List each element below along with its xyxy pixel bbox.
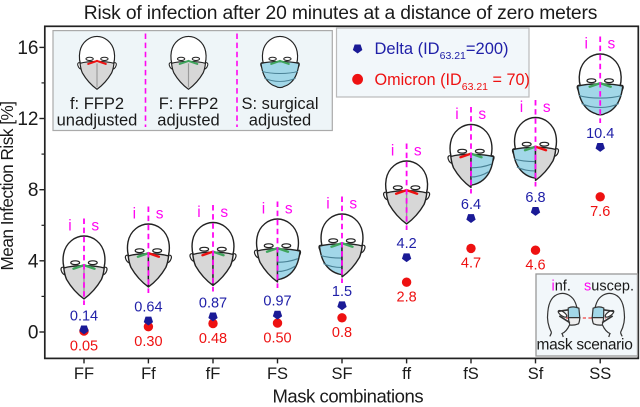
svg-text:adjusted: adjusted	[249, 112, 311, 130]
svg-text:4: 4	[28, 251, 39, 272]
svg-text:0.97: 0.97	[263, 294, 291, 310]
svg-text:s: s	[414, 143, 422, 160]
svg-text:s: s	[220, 204, 228, 221]
svg-text:unadjusted: unadjusted	[57, 112, 138, 130]
svg-text:0.48: 0.48	[199, 331, 227, 347]
svg-text:SF: SF	[331, 365, 352, 383]
svg-text:4.6: 4.6	[525, 258, 545, 274]
svg-text:i: i	[326, 196, 329, 213]
svg-text:i: i	[262, 201, 265, 218]
svg-text:s: s	[478, 106, 486, 123]
svg-text:i: i	[197, 204, 200, 221]
svg-text:0.14: 0.14	[70, 308, 98, 324]
svg-text:0.8: 0.8	[332, 325, 352, 341]
svg-text:s: s	[349, 196, 357, 213]
svg-text:Mask combinations: Mask combinations	[272, 386, 423, 407]
svg-text:s: s	[543, 99, 551, 116]
svg-text:6.4: 6.4	[461, 197, 481, 213]
svg-text:i: i	[520, 99, 523, 116]
svg-text:F: FFP2: F: FFP2	[159, 95, 219, 113]
svg-text:i: i	[391, 143, 394, 160]
svg-text:12: 12	[17, 109, 38, 130]
svg-text:2.8: 2.8	[397, 290, 417, 306]
svg-text:4.7: 4.7	[461, 256, 481, 272]
svg-text:ff: ff	[402, 365, 411, 383]
svg-text:10.4: 10.4	[586, 126, 614, 142]
svg-text:mask scenario: mask scenario	[536, 337, 632, 354]
svg-text:i: i	[68, 218, 71, 235]
svg-text:suscep.: suscep.	[584, 279, 634, 295]
svg-text:inf.: inf.	[552, 279, 571, 295]
svg-text:8: 8	[28, 180, 39, 201]
svg-text:Mean Infection Risk [%]: Mean Infection Risk [%]	[0, 101, 17, 270]
svg-text:s: s	[608, 36, 616, 53]
svg-text:FF: FF	[74, 365, 94, 383]
svg-text:0.50: 0.50	[263, 330, 291, 346]
svg-text:f: FFP2: f: FFP2	[70, 95, 124, 113]
svg-text:0.87: 0.87	[199, 295, 227, 311]
svg-text:s: s	[285, 201, 293, 218]
svg-text:s: s	[156, 206, 164, 223]
svg-text:4.2: 4.2	[397, 236, 417, 252]
svg-text:s: s	[91, 218, 99, 235]
svg-text:Risk of infection after 20 min: Risk of infection after 20 minutes at a …	[84, 3, 598, 24]
svg-text:SS: SS	[589, 365, 611, 383]
svg-text:i: i	[584, 36, 587, 53]
svg-text:6.8: 6.8	[525, 190, 545, 206]
svg-text:fS: fS	[463, 365, 479, 383]
svg-text:0.05: 0.05	[70, 338, 98, 354]
svg-text:1.5: 1.5	[332, 284, 352, 300]
svg-text:0: 0	[28, 323, 39, 344]
svg-text:Omicron (ID63.21 = 70): Omicron (ID63.21 = 70)	[375, 71, 530, 93]
svg-text:FS: FS	[267, 365, 288, 383]
svg-text:0.64: 0.64	[134, 299, 162, 315]
svg-text:7.6: 7.6	[590, 204, 610, 220]
svg-text:Sf: Sf	[528, 365, 544, 383]
svg-text:i: i	[133, 206, 136, 223]
svg-text:Delta (ID63.21=200): Delta (ID63.21=200)	[375, 40, 509, 62]
svg-text:adjusted: adjusted	[157, 112, 219, 130]
svg-text:Ff: Ff	[141, 365, 156, 383]
svg-text:fF: fF	[206, 365, 221, 383]
svg-text:S: surgical: S: surgical	[241, 95, 318, 113]
svg-text:i: i	[455, 106, 458, 123]
svg-text:0.30: 0.30	[134, 334, 162, 350]
svg-text:16: 16	[17, 38, 38, 59]
